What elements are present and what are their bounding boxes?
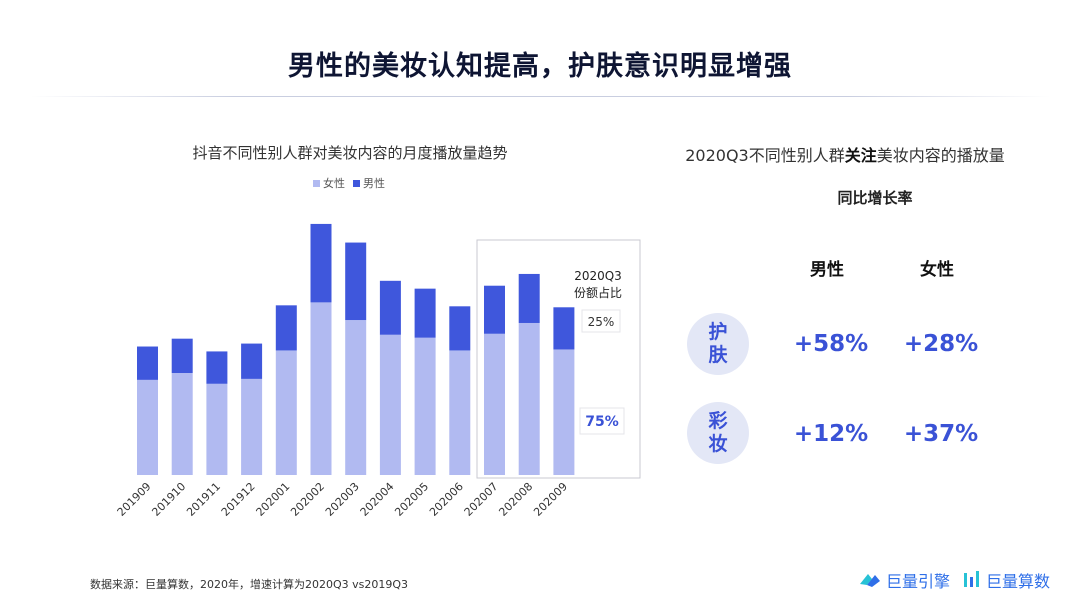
bar-male-201912: [241, 343, 263, 379]
x-tick-label-202005: 202005: [392, 480, 431, 519]
makeup-male-growth: +12%: [793, 421, 869, 447]
x-tick-label-201909: 201909: [115, 480, 154, 519]
x-tick-label-202009: 202009: [531, 480, 570, 519]
x-tick-label-202001: 202001: [254, 480, 293, 519]
row-label-skincare-bottom: 肤: [708, 344, 728, 366]
ocean-engine-logo: 巨量引擎: [858, 568, 950, 592]
x-tick-label-202002: 202002: [288, 480, 327, 519]
row-label-makeup-top: 彩: [708, 410, 728, 432]
ocean-suanshu-logo: 巨量算数: [962, 568, 1050, 592]
bar-male-202004: [379, 280, 401, 335]
bar-female-201910: [171, 373, 193, 475]
bar-male-201911: [206, 351, 228, 384]
x-tick-label-202008: 202008: [496, 480, 535, 519]
data-source-note: 数据来源：巨量算数，2020年，增速计算为2020Q3 vs2019Q3: [90, 578, 409, 591]
q3-share-label-line1: 2020Q3: [574, 269, 622, 283]
row-label-skincare: 护 肤: [687, 313, 749, 375]
bar-female-202003: [345, 320, 367, 475]
bar-female-202004: [379, 334, 401, 475]
row-label-makeup-bottom: 妆: [708, 433, 728, 455]
legend-label-male: 男性: [363, 177, 385, 190]
ocean-suanshu-logo-text: 巨量算数: [986, 572, 1051, 591]
bar-male-202005: [414, 288, 436, 338]
x-tick-label-201911: 201911: [184, 480, 223, 519]
ocean-engine-logo-icon: [860, 574, 880, 587]
q3-highlight-box: [476, 239, 641, 479]
legend-item-female: 女性: [313, 175, 345, 191]
x-tick-label-202007: 202007: [462, 480, 501, 519]
bar-male-201910: [171, 338, 193, 373]
title-divider: [30, 96, 1050, 97]
q3-male-share-box: [581, 309, 621, 333]
makeup-female-growth: +37%: [903, 421, 979, 447]
right-panel-title: 2020Q3不同性别人群关注美妆内容的播放量: [655, 142, 1035, 166]
x-tick-label-201910: 201910: [149, 480, 188, 519]
bar-male-202006: [449, 306, 471, 351]
q3-male-share: 25%: [588, 315, 615, 329]
bar-female-202006: [449, 350, 471, 475]
q3-female-share: 75%: [585, 414, 619, 430]
legend-label-female: 女性: [323, 177, 345, 190]
bar-male-201909: [137, 346, 158, 380]
footer-logos: 巨量引擎 巨量算数: [858, 568, 1050, 592]
bar-male-202009: [553, 307, 575, 350]
bar-female-202009: [553, 349, 575, 475]
x-tick-label-201912: 201912: [219, 480, 258, 519]
x-tick-label-202004: 202004: [358, 480, 397, 519]
bar-female-202008: [518, 322, 540, 475]
bar-female-201911: [206, 383, 228, 475]
bar-male-202002: [310, 223, 332, 303]
q3-share-label-line2: 份额占比: [574, 285, 622, 300]
bar-female-202001: [275, 350, 297, 475]
chart-legend: 女性 男性: [313, 175, 385, 191]
right-title-post: 美妆内容的播放量: [876, 146, 1005, 165]
x-tick-label-202003: 202003: [323, 480, 362, 519]
column-header-male: 男性: [810, 260, 844, 280]
right-title-pre: 2020Q3不同性别人群: [685, 146, 845, 165]
right-title-highlight: 关注: [844, 146, 877, 165]
bar-female-202005: [414, 337, 436, 475]
ocean-engine-logo-text: 巨量引擎: [886, 572, 951, 591]
growth-rate-subtitle: 同比增长率: [837, 189, 913, 207]
q3-female-share-box: [579, 407, 625, 435]
legend-swatch-female: [313, 179, 320, 187]
ocean-suanshu-logo-icon: [964, 571, 980, 587]
bar-female-201912: [241, 378, 263, 475]
bar-male-202008: [518, 273, 540, 323]
x-tick-label-202006: 202006: [427, 480, 466, 519]
bar-female-202007: [484, 333, 505, 475]
row-label-makeup: 彩 妆: [687, 402, 749, 464]
skincare-male-growth: +58%: [793, 331, 869, 357]
bar-female-202002: [310, 302, 332, 475]
chart-title: 抖音不同性别人群对美妆内容的月度播放量趋势: [192, 144, 508, 162]
bar-male-202007: [484, 285, 505, 334]
bar-male-202003: [345, 242, 367, 321]
bar-male-202001: [275, 305, 297, 351]
legend-swatch-male: [353, 179, 360, 187]
row-label-skincare-top: 护: [708, 321, 728, 343]
bar-female-201909: [137, 379, 158, 475]
page-title: 男性的美妆认知提高，护肤意识明显增强: [288, 51, 792, 82]
skincare-female-growth: +28%: [903, 331, 979, 357]
legend-item-male: 男性: [353, 175, 385, 191]
column-header-female: 女性: [920, 260, 954, 280]
